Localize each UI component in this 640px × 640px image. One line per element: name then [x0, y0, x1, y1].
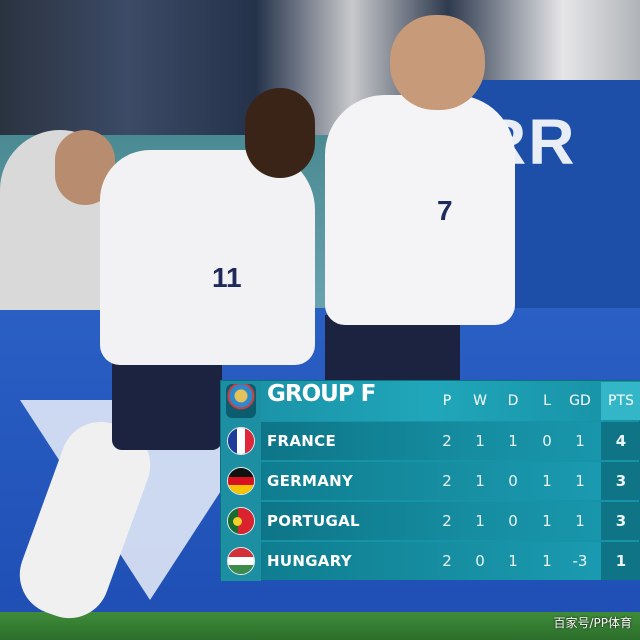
- stat-d: 1: [508, 552, 518, 570]
- stat-d: 0: [508, 472, 518, 490]
- col-header: PTS: [608, 393, 634, 409]
- stat-d: 1: [508, 432, 518, 450]
- team-name: PORTUGAL: [267, 512, 360, 530]
- stat-gd: 1: [575, 512, 585, 530]
- table-row: PORTUGAL 2 1 0 1 1 3: [221, 501, 640, 541]
- table-row: HUNGARY 2 0 1 1 -3 1: [221, 541, 640, 581]
- stat-gd: -3: [572, 552, 588, 570]
- stat-p: 2: [442, 472, 452, 490]
- stat-pts: 4: [615, 432, 627, 450]
- player-right-head: [390, 15, 485, 110]
- stat-gd: 1: [575, 472, 585, 490]
- stat-pts: 3: [615, 512, 627, 530]
- stat-l: 1: [542, 512, 552, 530]
- col-header: P: [442, 393, 452, 409]
- col-header: L: [543, 393, 551, 409]
- col-header: GD: [569, 393, 591, 409]
- stat-l: 0: [542, 432, 552, 450]
- table-header: GROUP F P W D L GD PTS: [221, 381, 640, 421]
- stat-w: 1: [475, 472, 485, 490]
- team-name: FRANCE: [267, 432, 337, 450]
- euro-logo-cell: [221, 381, 261, 421]
- table-row: GERMANY 2 1 0 1 1 3: [221, 461, 640, 501]
- col-header: W: [473, 393, 487, 409]
- stat-p: 2: [442, 512, 452, 530]
- col-header: D: [507, 393, 519, 409]
- jersey-number: 11: [212, 262, 242, 293]
- group-title: GROUP F: [267, 381, 376, 407]
- stat-w: 0: [475, 552, 485, 570]
- stat-pts: 1: [615, 552, 627, 570]
- jersey-number: 7: [437, 195, 453, 226]
- stat-w: 1: [475, 432, 485, 450]
- player-left-head: [245, 88, 315, 178]
- stat-l: 1: [542, 472, 552, 490]
- france-flag-icon: [227, 427, 255, 455]
- watermark: 百家号/PP体育: [553, 616, 632, 630]
- euro2020-logo-icon: [226, 384, 256, 418]
- germany-flag-icon: [227, 467, 255, 495]
- group-standings-table: GROUP F P W D L GD PTS FRANCE 2 1 1 0 1 4 GERMA…: [220, 380, 640, 581]
- player-right-shorts: [325, 315, 460, 385]
- player-right-jersey: 7: [325, 95, 515, 325]
- stat-l: 1: [542, 552, 552, 570]
- portugal-flag-icon: [227, 507, 255, 535]
- stat-pts: 3: [615, 472, 627, 490]
- hungary-flag-icon: [227, 547, 255, 575]
- team-name: GERMANY: [267, 472, 354, 490]
- team-name: HUNGARY: [267, 552, 352, 570]
- stat-p: 2: [442, 432, 452, 450]
- stat-p: 2: [442, 552, 452, 570]
- player-left-jersey: 11: [100, 150, 315, 365]
- stat-gd: 1: [575, 432, 585, 450]
- stat-d: 0: [508, 512, 518, 530]
- table-row: FRANCE 2 1 1 0 1 4: [221, 421, 640, 461]
- pitch-grass: [0, 612, 640, 640]
- stat-w: 1: [475, 512, 485, 530]
